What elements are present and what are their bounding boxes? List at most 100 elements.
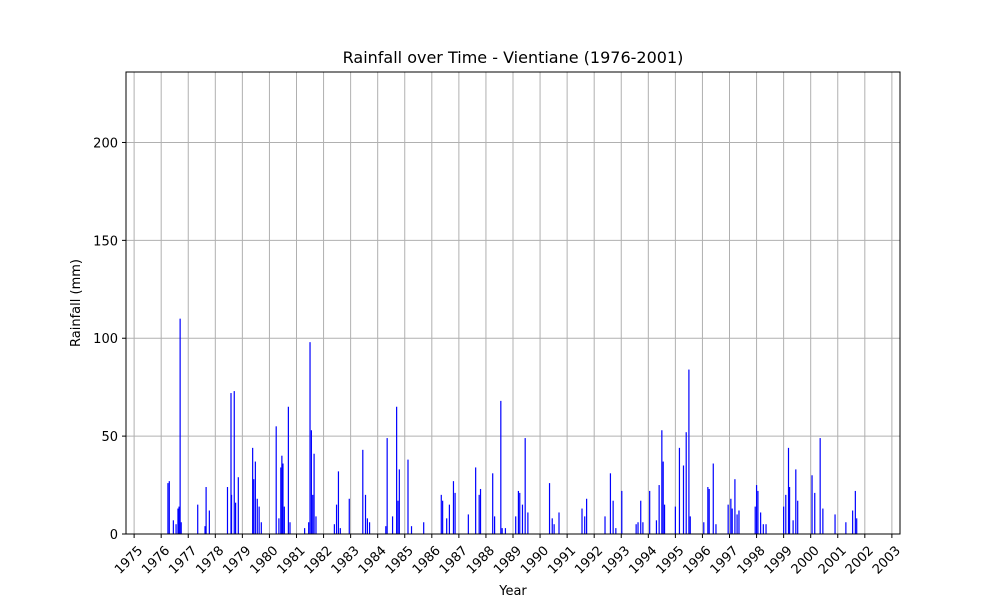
rainfall-bar [254, 461, 256, 534]
rainfall-bar [834, 514, 836, 534]
rainfall-bar [410, 526, 413, 534]
rainfall-bar [492, 473, 494, 534]
rainfall-bar [368, 522, 371, 534]
rainfall-bar [180, 522, 182, 534]
rainfall-bar [640, 500, 642, 534]
rainfall-bar [397, 500, 399, 534]
rainfall-bar [762, 524, 764, 534]
rainfall-bar [678, 447, 681, 534]
rainfall-bar [230, 393, 232, 534]
grid-layer [126, 72, 900, 535]
rainfall-bar [407, 459, 409, 534]
rainfall-bar [500, 400, 502, 534]
rainfall-bar [167, 483, 169, 534]
rainfall-bar [707, 487, 709, 534]
rainfall-bar [281, 455, 283, 534]
rainfall-bar [479, 488, 482, 534]
rainfall-bar [674, 506, 676, 534]
rainfall-bar [708, 488, 710, 534]
rainfall-bar [452, 481, 455, 534]
rainfall-bar [226, 487, 229, 534]
rainfall-bar [682, 465, 685, 534]
rainfall-bar [478, 494, 480, 534]
rainfall-bar [258, 506, 260, 534]
rainfall-bar [308, 522, 310, 534]
y-tick-label: 200 [93, 136, 118, 151]
rainfall-bar [385, 526, 387, 534]
rainfall-bar [289, 522, 291, 534]
rainfall-bar [712, 463, 714, 534]
rainfall-bar [581, 508, 583, 534]
rainfall-bar [765, 524, 767, 534]
rainfall-bar [553, 524, 555, 534]
rainfall-bar [256, 498, 258, 534]
rainfall-bar [333, 524, 335, 534]
rainfall-bar [819, 438, 821, 534]
rainfall-bar [792, 520, 794, 534]
rainfall-bar [811, 475, 813, 534]
rainfall-bar [348, 498, 350, 534]
rainfall-bar [854, 490, 856, 534]
rainfall-bar [391, 516, 394, 534]
rainfall-bar [235, 502, 237, 534]
rainfall-bar [586, 498, 588, 534]
rainfall-bar [521, 504, 524, 534]
rainfall-bar [755, 485, 758, 534]
y-axis-label: Rainfall (mm) [69, 259, 84, 347]
rainfall-bar [612, 500, 614, 534]
rainfall-bar [283, 506, 285, 534]
rainfall-bar [519, 492, 521, 534]
rainfall-bar [655, 520, 658, 534]
rainfall-bar [312, 494, 314, 534]
rainfall-bar [788, 487, 791, 534]
rainfall-bar [504, 528, 507, 534]
rainfall-bar [754, 506, 756, 534]
rainfall-bar [814, 492, 816, 534]
rainfall-bar [313, 453, 315, 534]
rainfall-bar [642, 522, 644, 534]
rainfall-bar [454, 492, 456, 534]
rainfall-bar [440, 494, 442, 534]
rainfall-bar [315, 516, 317, 534]
rainfall-bar [364, 494, 367, 534]
rainfall-bar [335, 504, 338, 534]
rainfall-bar [658, 485, 660, 534]
rainfall-bar [448, 504, 451, 534]
rainfall-bar [197, 504, 199, 534]
rainfall-bar [689, 516, 691, 534]
rainfall-bar [339, 528, 341, 534]
rainfall-bar [734, 479, 736, 534]
rainfall-bar [168, 481, 170, 534]
rainfall-bar [287, 406, 289, 534]
rainfall-bar [282, 463, 284, 534]
rainfall-bar [175, 524, 177, 534]
rainfall-bar [423, 522, 425, 534]
y-tick-label: 100 [93, 332, 118, 347]
rainfall-bar [233, 391, 235, 534]
rainfall-bar [757, 490, 759, 534]
rainfall-bar [797, 500, 799, 534]
rainfall-bar [727, 504, 729, 534]
rainfall-bar [738, 510, 740, 534]
rainfall-bar [396, 406, 398, 534]
rainfall-bar [663, 504, 666, 534]
rainfall-bar [362, 449, 364, 534]
rainfall-bar [649, 490, 651, 534]
rainfall-bar [662, 461, 664, 534]
rainfall-bar [731, 508, 733, 534]
rainfall-bar [548, 483, 551, 534]
rainfall-bar [475, 467, 477, 534]
rainfall-bar [785, 494, 787, 534]
rainfall-bar [310, 430, 312, 534]
y-tick-label: 0 [110, 528, 118, 543]
rainfall-bar [736, 514, 738, 534]
rainfall-bar [309, 342, 311, 534]
rainfall-bar [852, 510, 854, 534]
rainfall-bar [177, 508, 179, 534]
rainfall-bar [337, 471, 340, 534]
rainfall-bar [688, 369, 690, 534]
rainfall-bar [685, 432, 687, 534]
rainfall-bar [237, 477, 239, 534]
